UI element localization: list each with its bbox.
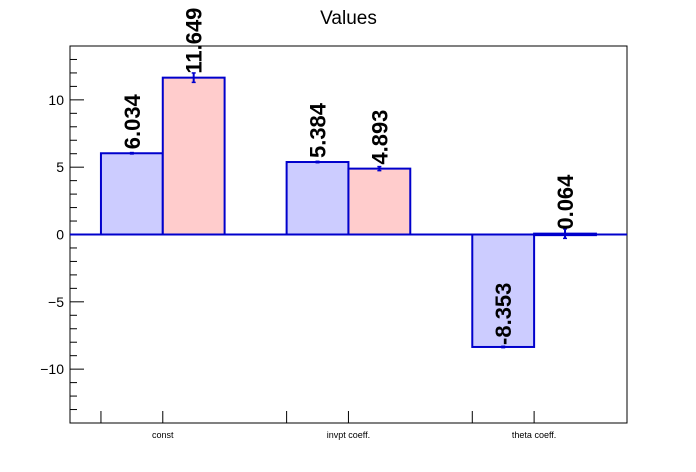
bar-series1-0 (99, 152, 164, 236)
bar-value-label: 6.034 (120, 93, 145, 149)
y-tick-label: −10 (40, 361, 64, 377)
y-tick-label: −5 (48, 294, 64, 310)
bar-series2-1 (347, 167, 412, 236)
y-tick-label: 10 (48, 92, 64, 108)
x-category-label: invpt coeff. (327, 430, 370, 440)
x-category-label: theta coeff. (512, 430, 556, 440)
bar-series2-0 (161, 76, 226, 236)
bar-series1-1 (285, 161, 350, 236)
bar-value-label: 5.384 (306, 102, 331, 158)
chart-title: Values (320, 8, 377, 29)
x-category-label: const (152, 430, 174, 440)
y-tick-label: 0 (56, 227, 64, 243)
bar-value-label: 0.064 (553, 174, 578, 230)
bar-value-label: 11.649 (182, 8, 207, 74)
plot-area: −10 −5 0 5 10 6.034 5.384 -8.353 11.649 4.893 0.06… (40, 8, 628, 440)
y-tick-label: 5 (56, 159, 64, 175)
bar-value-label: -8.353 (491, 283, 516, 345)
bar-value-label: 4.893 (367, 110, 392, 165)
